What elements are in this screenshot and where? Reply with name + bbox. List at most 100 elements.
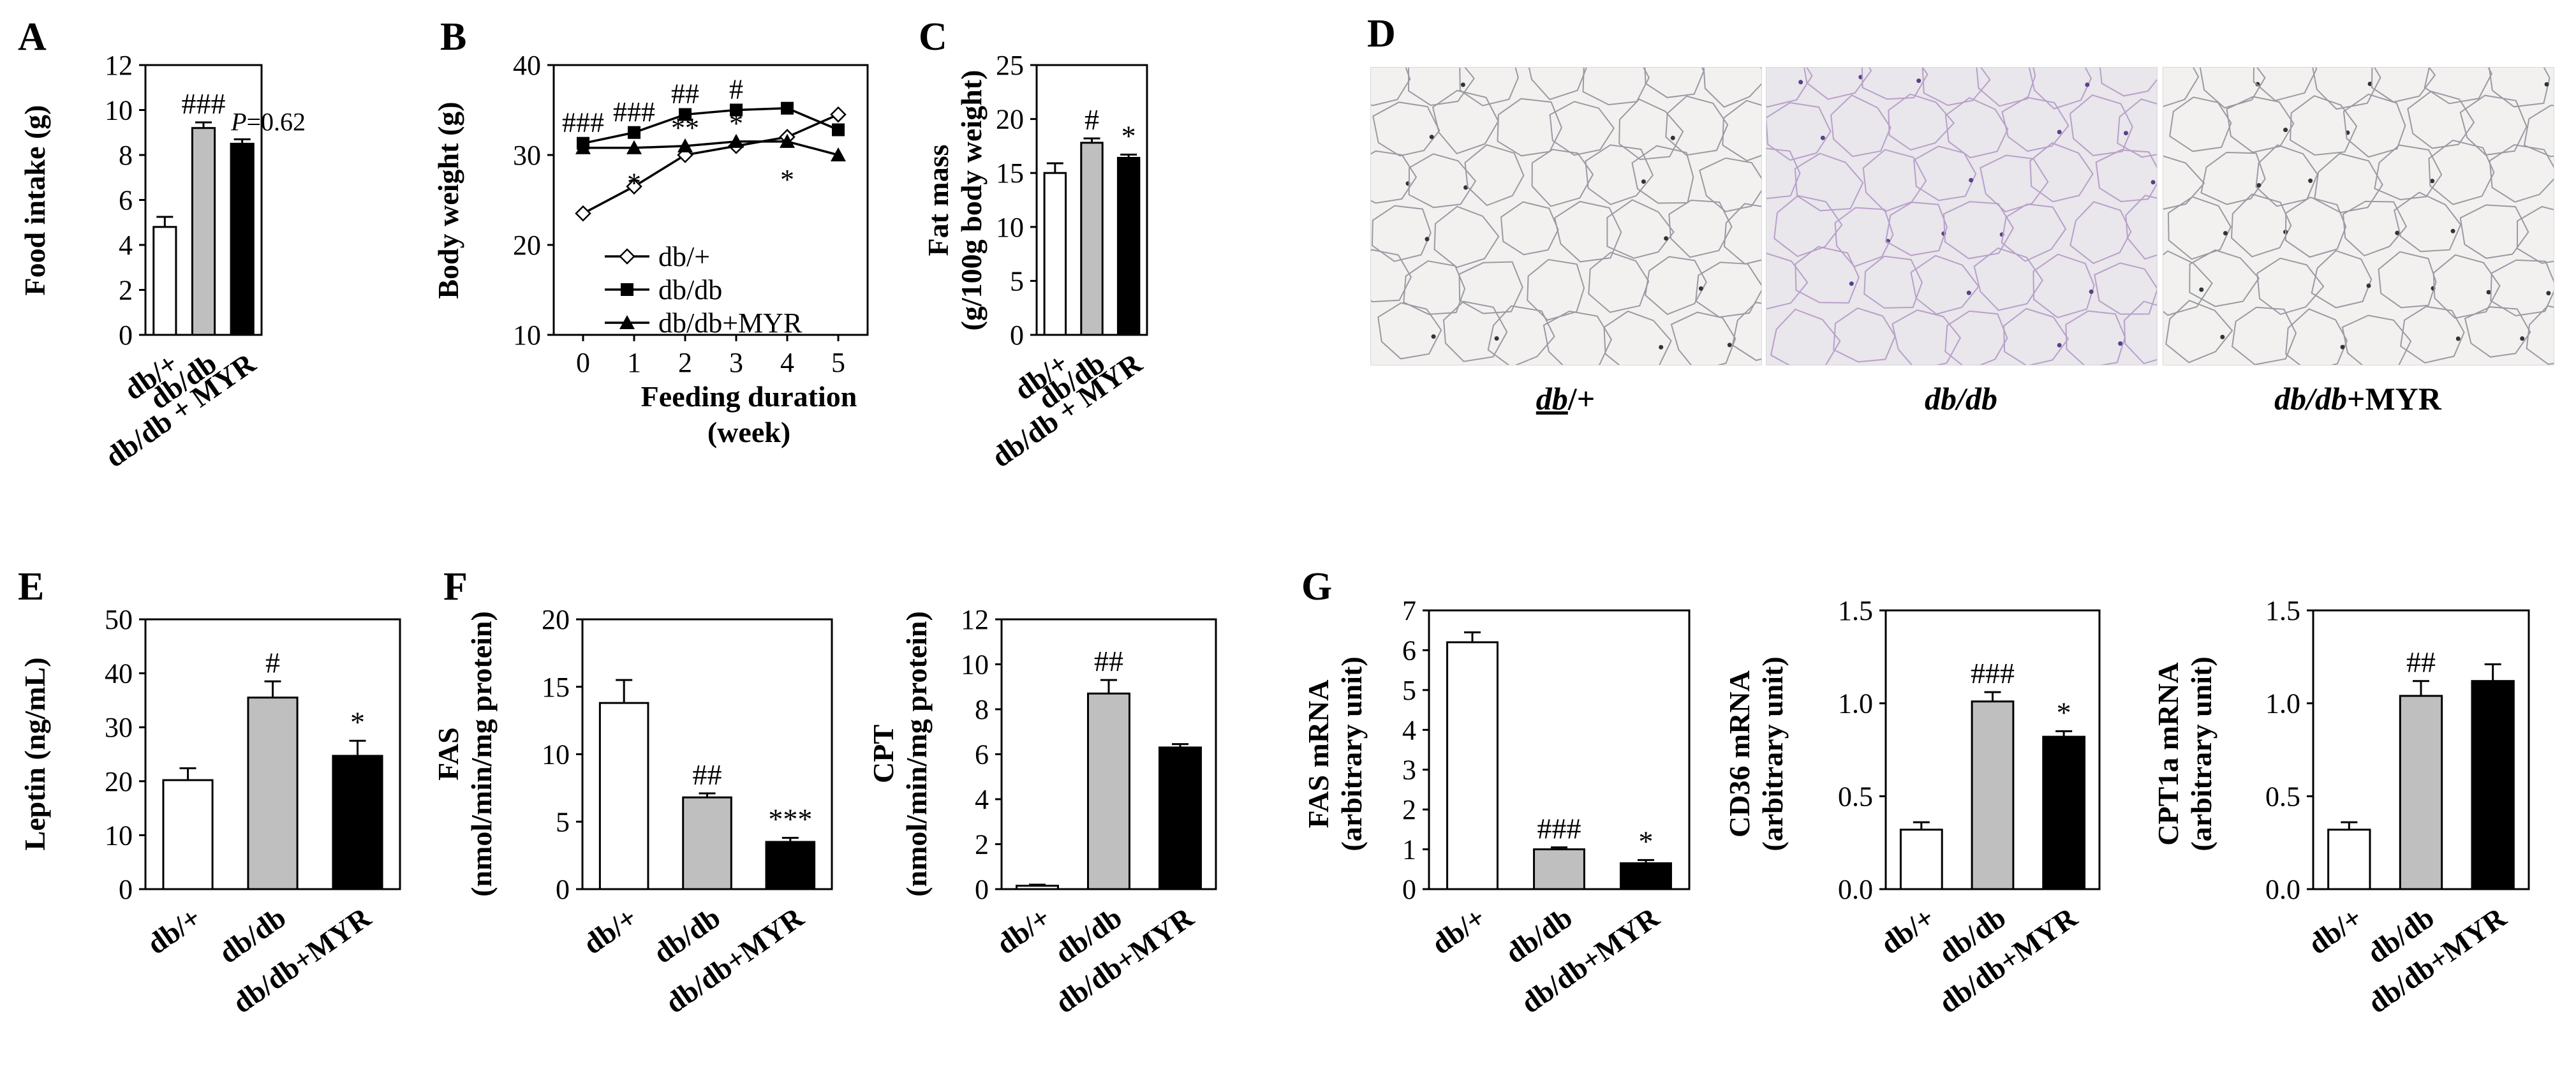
nucleus <box>1460 82 1465 87</box>
y-tick-label: 1.5 <box>1838 595 1873 626</box>
x-tick-label: 2 <box>678 347 692 378</box>
significance-annotation: ## <box>1094 645 1123 677</box>
cell-outline <box>1433 205 1500 269</box>
cell-outline <box>2489 144 2554 203</box>
cell-outline <box>1644 68 1705 98</box>
cell-outline <box>1830 94 1891 158</box>
bar-1 <box>162 779 214 890</box>
y-tick-label: 1.0 <box>2265 688 2300 719</box>
cell-outline <box>1543 310 1613 365</box>
cell-outline <box>2125 195 2157 260</box>
y-axis-label-secondary: (arbitrary unit) <box>2185 656 2217 851</box>
significance-annotation: # <box>1084 103 1099 136</box>
adipocyte-texture <box>2163 68 2554 365</box>
nucleus <box>2199 287 2204 292</box>
nucleus <box>2255 82 2260 87</box>
y-tick-label: 40 <box>105 658 133 689</box>
cell-outline <box>2424 68 2493 105</box>
bar-2 <box>1971 700 2015 890</box>
y-tick-label: 4 <box>119 230 133 261</box>
marker-triangle <box>575 140 591 154</box>
nucleus <box>1966 290 1971 295</box>
cell-outline <box>1527 258 1585 321</box>
y-tick-label: 12 <box>961 604 989 635</box>
histology-image-db-plus <box>1370 67 1762 365</box>
cell-outline <box>2232 306 2297 365</box>
nucleus <box>1664 236 1669 241</box>
y-tick-label: 2 <box>975 829 989 860</box>
y-tick-label: 2 <box>119 275 133 306</box>
cell-outline <box>1980 154 2049 213</box>
nucleus <box>2367 82 2372 86</box>
cell-outline <box>2167 196 2232 260</box>
cell-outline <box>1795 246 1860 304</box>
cell-outline <box>1500 201 1559 256</box>
cell-outline <box>1921 68 1991 107</box>
cell-outline <box>1553 200 1622 263</box>
significance-annotation: ### <box>562 107 604 138</box>
caption-group: db <box>1536 381 1568 417</box>
marker-triangle <box>619 315 635 329</box>
panel-label: F <box>443 565 468 608</box>
nucleus <box>2256 183 2261 188</box>
cell-outline <box>1631 145 1694 204</box>
y-tick-label: 25 <box>996 50 1024 81</box>
caption-group: db/db <box>1925 381 1997 417</box>
series-line-1 <box>582 113 839 215</box>
cell-outline <box>2200 151 2266 205</box>
bar-2 <box>1087 692 1130 890</box>
cell-outline <box>1407 68 1475 107</box>
y-tick-label: 1.0 <box>1838 688 1873 719</box>
cell-outline <box>2374 144 2443 201</box>
nucleus <box>2450 228 2455 233</box>
panel-label: B <box>440 15 466 59</box>
bar-3 <box>2042 735 2086 890</box>
bar-2 <box>247 697 299 890</box>
cell-outline <box>1585 144 1654 205</box>
y-axis-label: FAS mRNA <box>1302 680 1335 829</box>
y-tick-label: 0 <box>119 874 133 905</box>
nucleus <box>1670 135 1675 140</box>
cell-outline <box>1944 310 2008 365</box>
bar-3 <box>765 841 816 890</box>
y-axis-label: Food intake (g) <box>19 105 51 296</box>
panel-label: E <box>18 565 44 608</box>
adipocyte-texture <box>1766 68 2157 365</box>
cell-outline <box>1861 68 1928 100</box>
cell-outline <box>1703 68 1761 108</box>
nucleus <box>1659 344 1664 350</box>
cell-outline <box>1766 68 1813 108</box>
y-axis-label: CPT1a mRNA <box>2152 662 2184 845</box>
chart-g3: 0.0 0.5 1.0 1.5 CPT1a mRNA (arbitrary unit) db… <box>2152 595 2530 1019</box>
significance-annotation: *** <box>768 803 812 836</box>
significance-annotation: ### <box>1537 812 1581 844</box>
nucleus <box>2118 341 2123 346</box>
y-tick-label: 6 <box>119 185 133 216</box>
histology-caption-db-db-myr: db/db+MYR <box>2163 380 2553 417</box>
cell-outline <box>2189 249 2260 307</box>
cell-outline <box>2069 201 2132 265</box>
y-axis-label: CD36 mRNA <box>1723 670 1756 837</box>
y-tick-label: 50 <box>105 604 133 635</box>
cell-outline <box>2490 259 2554 317</box>
adipocyte-texture <box>1371 68 1761 365</box>
cell-outline <box>1372 101 1440 157</box>
y-axis-label: Fat mass <box>922 144 954 256</box>
significance-annotation: * <box>1121 119 1136 152</box>
y-axis-label: Leptin (ng/mL) <box>19 658 51 851</box>
cell-outline <box>2226 96 2295 153</box>
nucleus <box>2520 336 2525 341</box>
y-tick-label: 30 <box>105 712 133 743</box>
cell-outline <box>2312 68 2381 110</box>
bar-1 <box>2327 829 2371 890</box>
cell-outline <box>1973 247 2043 311</box>
marker-diamond <box>619 248 635 265</box>
y-tick-label: 8 <box>975 694 989 725</box>
cell-outline <box>1670 311 1736 365</box>
y-tick-label: 4 <box>1402 714 1416 746</box>
nucleus <box>2057 343 2062 348</box>
y-tick-label: 40 <box>513 50 541 81</box>
significance-annotation: * <box>780 164 794 195</box>
marker-square <box>781 101 794 115</box>
